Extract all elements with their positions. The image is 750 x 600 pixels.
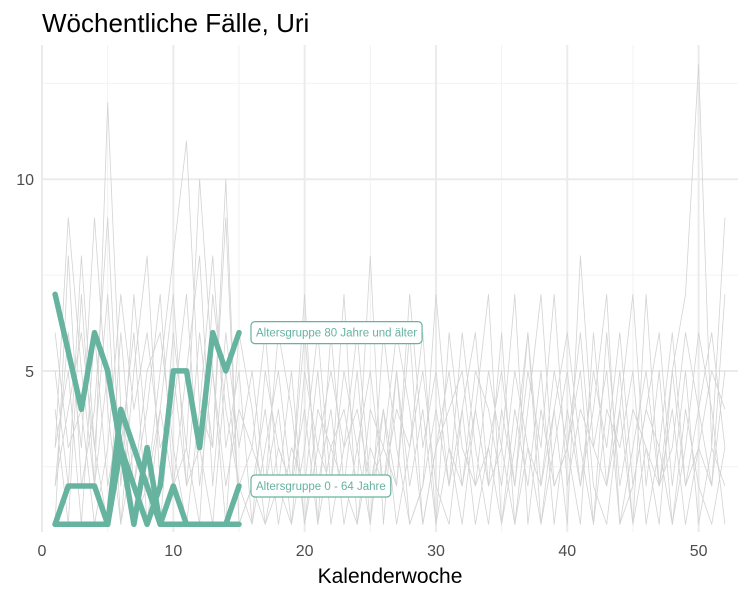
x-axis-title: Kalenderwoche <box>318 565 463 588</box>
y-tick-label: 5 <box>25 364 34 381</box>
highlighted-series-line-3 <box>52 444 242 528</box>
x-tick-labels: 0 10 20 30 40 50 <box>38 543 708 560</box>
series-label-box <box>250 474 392 498</box>
series-label-2: Altersgruppe 0 - 64 Jahre <box>250 474 392 498</box>
series-labels: Altersgruppe 80 Jahre und älter Altersgru… <box>250 320 423 498</box>
y-tick-label: 10 <box>16 172 34 189</box>
background-series-line-1 <box>54 63 726 525</box>
x-tick-label: 50 <box>690 543 708 560</box>
x-tick-label: 40 <box>558 543 576 560</box>
highlighted-series-line-1 <box>52 291 242 528</box>
series-label-box <box>250 320 423 345</box>
series-label-text: Altersgruppe 0 - 64 Jahre <box>256 481 386 493</box>
background-series-line-2 <box>54 178 726 525</box>
x-tick-label: 20 <box>296 543 314 560</box>
x-tick-label: 0 <box>38 543 47 560</box>
series-label-1: Altersgruppe 80 Jahre und älter <box>250 320 423 345</box>
chart-title: Wöchentliche Fälle, Uri <box>42 8 309 38</box>
background-series-group <box>54 63 726 525</box>
background-series-line-8 <box>54 293 726 525</box>
background-series-line-7 <box>54 255 726 525</box>
y-tick-labels: 5 10 <box>16 172 34 381</box>
highlighted-series-group <box>52 291 242 528</box>
x-tick-label: 10 <box>164 543 182 560</box>
series-label-text: Altersgruppe 80 Jahre und älter <box>256 328 417 340</box>
x-tick-label: 30 <box>427 543 445 560</box>
